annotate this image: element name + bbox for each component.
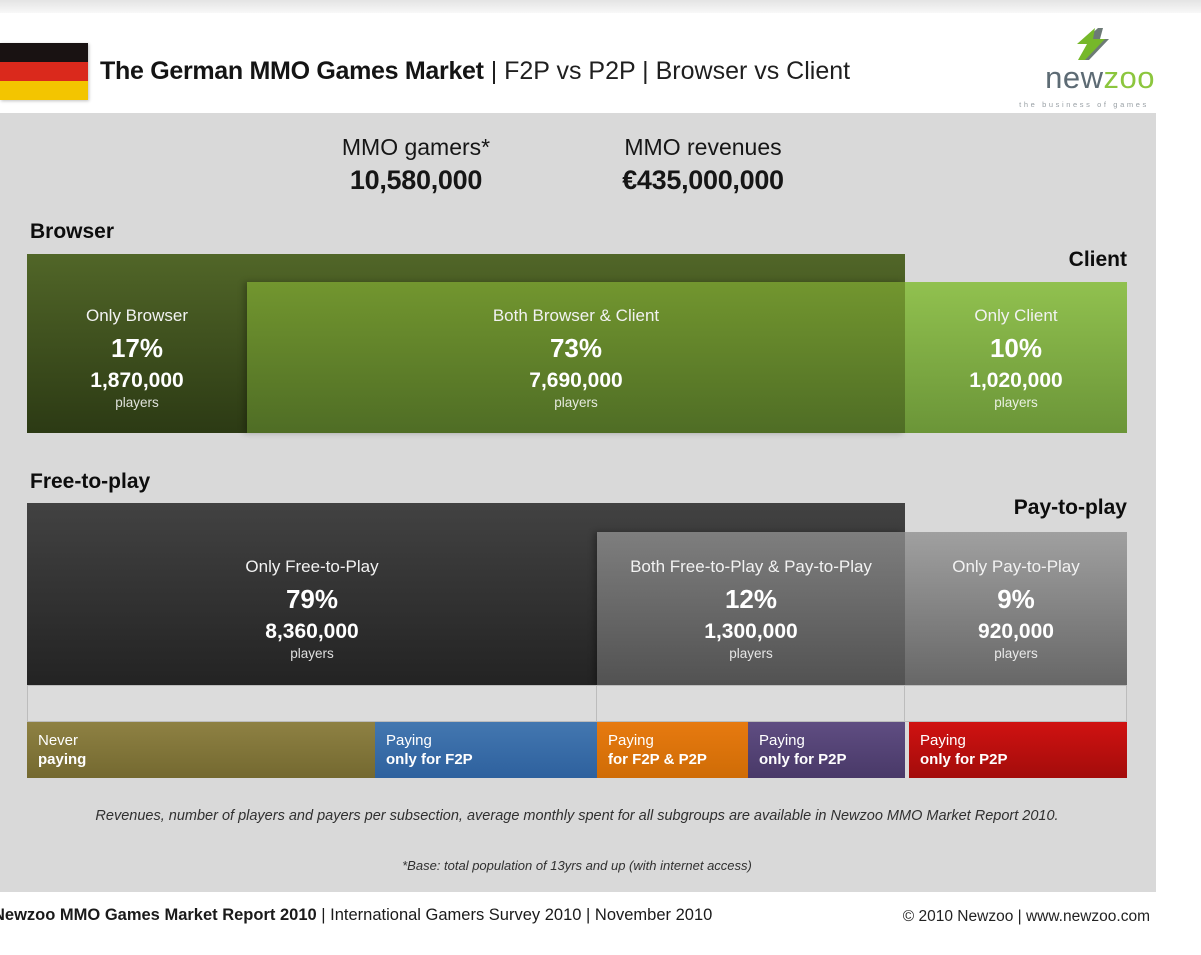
footnote-revenues: Revenues, number of players and payers p…	[95, 808, 1059, 824]
segment-percent: 17%	[110, 332, 164, 363]
spacer-cell	[596, 685, 905, 722]
segment-percent: 10%	[989, 332, 1043, 363]
segment-title: Only Pay-to-Play	[952, 556, 1080, 576]
footnote-base: *Base: total population of 13yrs and up …	[402, 858, 752, 873]
f2p-section-label: Free-to-play	[30, 470, 151, 493]
page-title: The German MMO Games Market | F2P vs P2P …	[100, 57, 850, 86]
segment-count: 7,690,000	[529, 368, 623, 392]
logo-word-zoo: zoo	[1103, 60, 1155, 95]
spacer-cell	[27, 685, 597, 722]
segment-count: 1,020,000	[969, 368, 1063, 392]
stat-mmo-revenues-value: €435,000,000	[622, 165, 784, 195]
segment-percent: 12%	[724, 583, 778, 614]
segment-percent: 73%	[549, 332, 603, 363]
segment-title: Both Free-to-Play & Pay-to-Play	[630, 556, 872, 576]
payer-line2: paying	[38, 751, 87, 768]
german-flag-icon	[0, 43, 88, 100]
payer-line1: Paying	[608, 732, 654, 749]
segment-unit: players	[115, 394, 159, 410]
segment-percent: 9%	[997, 583, 1035, 614]
newzoo-logo: newzoo the business of games	[1013, 26, 1155, 109]
payer-line2: only for P2P	[759, 751, 847, 768]
footer-copyright: © 2010 Newzoo | www.newzoo.com	[902, 908, 1150, 925]
p2p-section-label: Pay-to-play	[1013, 496, 1127, 519]
payer-line1: Paying	[759, 732, 805, 749]
segment-unit: players	[994, 645, 1038, 661]
flag-stripe-gold	[0, 81, 88, 100]
flag-stripe-red	[0, 62, 88, 81]
segment-count: 1,300,000	[704, 619, 798, 643]
page-title-rest: | F2P vs P2P | Browser vs Client	[490, 57, 851, 85]
segment-only-client: Only Client 10% 1,020,000 players	[905, 282, 1127, 433]
stat-mmo-revenues-label: MMO revenues	[624, 134, 782, 160]
segment-only-browser: Only Browser 17% 1,870,000 players	[27, 282, 247, 433]
stat-mmo-gamers-value: 10,580,000	[349, 165, 483, 195]
payer-only-f2p: Paying only for F2P	[375, 722, 597, 778]
stat-mmo-gamers-label: MMO gamers*	[341, 134, 491, 160]
payer-line1: Paying	[386, 732, 432, 749]
payer-line2: only for P2P	[920, 751, 1008, 768]
segment-title: Only Client	[974, 305, 1058, 325]
segment-unit: players	[994, 394, 1038, 410]
stat-mmo-gamers: MMO gamers* 10,580,000	[296, 134, 536, 196]
payer-line2: for F2P & P2P	[608, 751, 707, 768]
segment-title: Only Free-to-Play	[245, 556, 379, 576]
payer-f2p-and-p2p: Paying for F2P & P2P	[597, 722, 748, 778]
page-title-bold: The German MMO Games Market	[100, 57, 484, 85]
footer-report-line: Newzoo MMO Games Market Report 2010 | In…	[0, 906, 712, 925]
flag-stripe-black	[0, 43, 88, 62]
top-strip	[0, 0, 1201, 13]
spacer-cell	[904, 685, 1127, 722]
segment-only-p2p: Only Pay-to-Play 9% 920,000 players	[905, 532, 1127, 685]
payer-line2: only for F2P	[386, 751, 473, 768]
segment-only-f2p: Only Free-to-Play 79% 8,360,000 players	[27, 532, 597, 685]
stat-mmo-revenues: MMO revenues €435,000,000	[558, 134, 848, 196]
newzoo-bolt-icon	[1077, 28, 1109, 60]
logo-tagline: the business of games	[1019, 100, 1149, 109]
segment-count: 1,870,000	[90, 368, 184, 392]
segment-percent: 79%	[285, 583, 339, 614]
payer-never-paying: Never paying	[27, 722, 375, 778]
segment-title: Only Browser	[85, 305, 189, 325]
segment-count: 8,360,000	[265, 619, 359, 643]
segment-both-browser-client: Both Browser & Client 73% 7,690,000 play…	[247, 282, 905, 433]
newzoo-wordmark: newzoo	[1013, 60, 1155, 96]
client-section-label: Client	[1068, 248, 1127, 271]
payer-only-p2p-mixed: Paying only for P2P	[748, 722, 905, 778]
logo-word-new: new	[1045, 60, 1104, 95]
segment-title: Both Browser & Client	[492, 305, 660, 325]
segment-unit: players	[554, 394, 598, 410]
payer-line1: Paying	[920, 732, 966, 749]
payer-line1: Never	[38, 732, 79, 749]
segment-unit: players	[729, 645, 773, 661]
footer-report-rest: | International Gamers Survey 2010 | Nov…	[316, 906, 713, 924]
browser-section-label: Browser	[30, 220, 115, 243]
segment-unit: players	[290, 645, 334, 661]
segment-count: 920,000	[978, 619, 1054, 643]
footer-report-title: Newzoo MMO Games Market Report 2010	[0, 906, 317, 924]
payer-only-p2p: Paying only for P2P	[909, 722, 1127, 778]
segment-both-f2p-p2p: Both Free-to-Play & Pay-to-Play 12% 1,30…	[597, 532, 905, 685]
